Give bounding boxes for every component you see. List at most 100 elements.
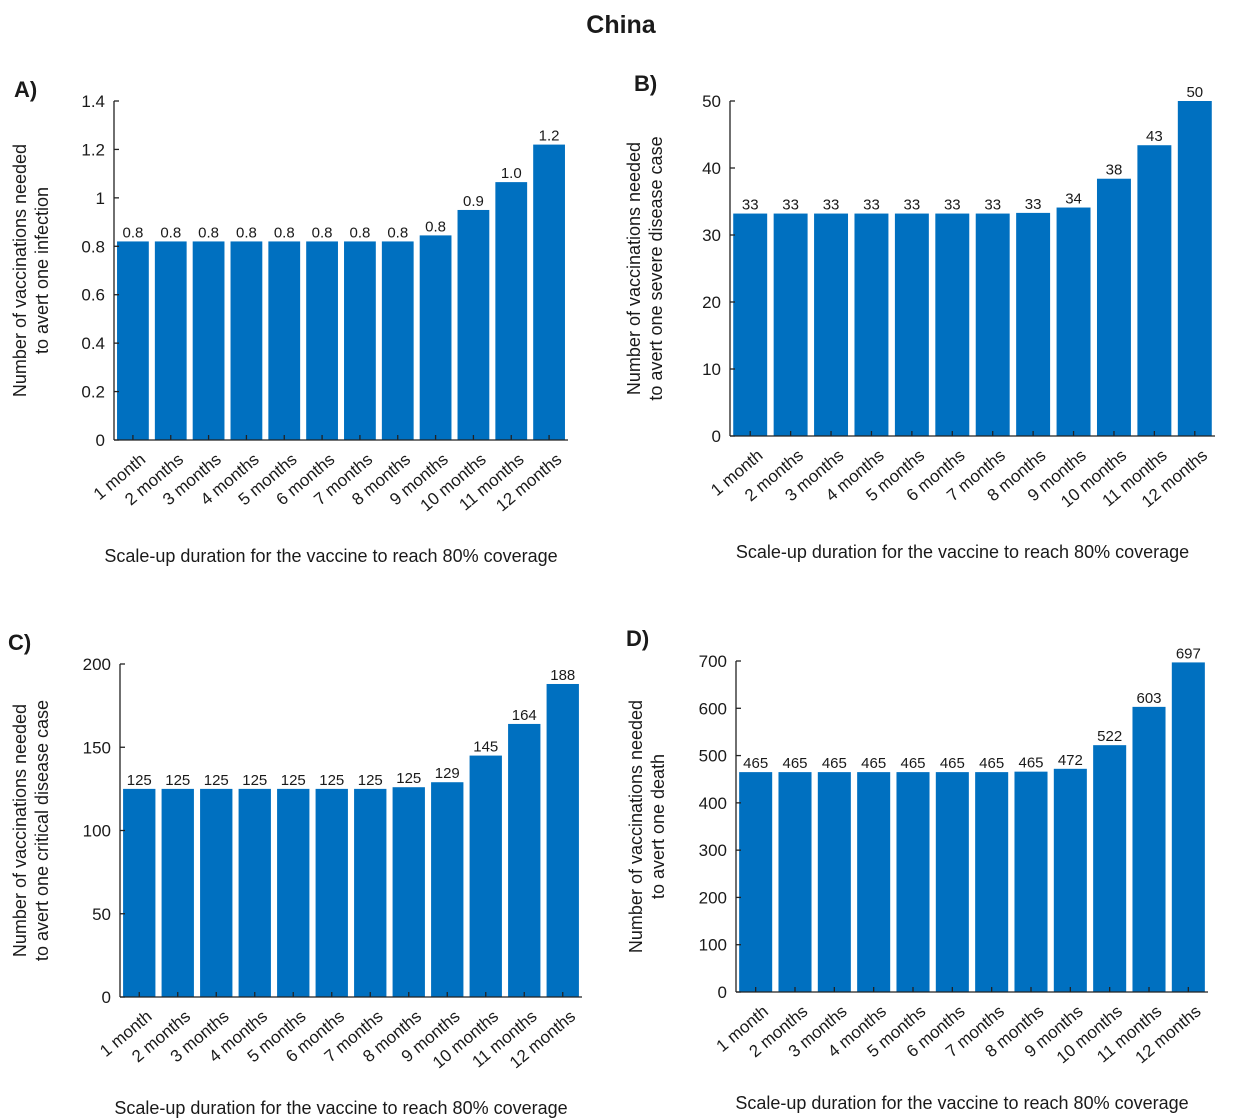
y-tick-label: 0 <box>718 983 727 1002</box>
data-label: 34 <box>1065 191 1082 208</box>
bar <box>1096 178 1131 436</box>
data-label: 465 <box>861 755 886 772</box>
data-label: 145 <box>473 739 498 756</box>
chart-panel-3: C) 125 125 125 125 125 125 125 125 129 145 164 188 0 5… <box>8 630 582 1118</box>
bar <box>154 241 187 440</box>
y-tick-label: 100 <box>83 822 111 841</box>
data-label: 0.8 <box>274 224 295 241</box>
y-tick-label: 1 <box>96 189 105 208</box>
data-label: 125 <box>281 772 306 789</box>
data-label: 0.8 <box>312 224 333 241</box>
bar <box>508 723 541 997</box>
data-label: 1.2 <box>539 128 560 145</box>
data-label: 43 <box>1146 128 1163 145</box>
bar <box>814 213 849 436</box>
panel-label: A) <box>14 77 37 102</box>
data-label: 164 <box>512 707 537 724</box>
bar <box>306 241 338 440</box>
data-label: 465 <box>822 755 847 772</box>
y-axis-title: to avert one infection <box>32 187 52 354</box>
bar <box>1093 745 1127 992</box>
data-label: 465 <box>1018 755 1043 772</box>
data-label: 465 <box>782 755 807 772</box>
bar <box>739 772 773 992</box>
bar <box>773 213 808 436</box>
bar <box>431 782 464 997</box>
bar <box>457 209 490 440</box>
data-label: 129 <box>435 765 460 782</box>
data-label: 522 <box>1097 728 1122 745</box>
chart-panel-4: D) 465 465 465 465 465 465 465 465 472 522 603 697 0 1… <box>626 626 1208 1113</box>
data-label: 125 <box>242 772 267 789</box>
bar <box>469 755 502 997</box>
y-tick-label: 0 <box>712 427 721 446</box>
panel-label: B) <box>634 71 657 96</box>
y-tick-label: 30 <box>702 226 721 245</box>
y-axis-title: Number of vaccinations needed <box>10 704 30 957</box>
y-tick-label: 0 <box>96 431 105 450</box>
data-label: 603 <box>1136 690 1161 707</box>
bar <box>975 213 1010 436</box>
panel-label: D) <box>626 626 649 651</box>
data-label: 0.8 <box>198 224 219 241</box>
bar <box>344 241 376 440</box>
data-label: 125 <box>396 770 421 787</box>
bar <box>935 213 970 436</box>
bar <box>1014 771 1048 992</box>
data-label: 0.8 <box>122 224 143 241</box>
data-label: 33 <box>823 197 840 214</box>
y-tick-label: 500 <box>699 747 727 766</box>
data-label: 465 <box>940 755 965 772</box>
bar <box>1016 212 1051 436</box>
data-label: 0.9 <box>463 193 484 210</box>
data-label: 0.8 <box>160 224 181 241</box>
bar <box>200 788 233 998</box>
data-label: 33 <box>782 197 799 214</box>
y-tick-label: 1.4 <box>81 92 105 111</box>
bar <box>896 772 930 992</box>
x-axis-title: Scale-up duration for the vaccine to rea… <box>735 1093 1188 1113</box>
bar <box>277 788 310 998</box>
data-label: 188 <box>550 667 575 684</box>
data-label: 33 <box>944 197 961 214</box>
y-axis-title: Number of vaccinations needed <box>626 700 646 953</box>
data-label: 0.8 <box>236 224 257 241</box>
y-tick-label: 700 <box>699 652 727 671</box>
bar <box>857 772 891 992</box>
y-tick-label: 200 <box>83 655 111 674</box>
bar <box>238 788 271 998</box>
bar <box>268 241 301 440</box>
y-tick-label: 20 <box>702 293 721 312</box>
bar <box>935 772 969 992</box>
y-tick-label: 0.6 <box>81 286 105 305</box>
bar <box>381 241 414 440</box>
data-label: 50 <box>1186 84 1203 101</box>
bar <box>854 213 889 436</box>
bar <box>1056 207 1091 436</box>
data-label: 0.8 <box>425 218 446 235</box>
y-tick-label: 40 <box>702 159 721 178</box>
y-tick-label: 150 <box>83 738 111 757</box>
bar <box>975 772 1009 992</box>
bar <box>817 772 851 992</box>
panel-label: C) <box>8 630 31 655</box>
data-label: 33 <box>1025 196 1042 213</box>
data-label: 465 <box>743 755 768 772</box>
bar <box>315 788 348 998</box>
data-label: 472 <box>1058 752 1083 769</box>
y-tick-label: 400 <box>699 794 727 813</box>
bar <box>1132 706 1166 992</box>
data-label: 125 <box>165 772 190 789</box>
bar <box>546 683 579 997</box>
bar <box>495 182 528 440</box>
x-axis-title: Scale-up duration for the vaccine to rea… <box>736 542 1189 562</box>
bar <box>1137 145 1172 436</box>
y-axis-title: to avert one critical disease case <box>32 700 52 961</box>
data-label: 33 <box>742 197 759 214</box>
chart-panel-1: A) 0.8 0.8 0.8 0.8 0.8 0.8 0.8 0.8 0.8 0.9 1.0 1.2 0 0… <box>10 77 568 566</box>
bar <box>123 788 156 998</box>
data-label: 125 <box>358 772 383 789</box>
data-label: 697 <box>1176 645 1201 662</box>
